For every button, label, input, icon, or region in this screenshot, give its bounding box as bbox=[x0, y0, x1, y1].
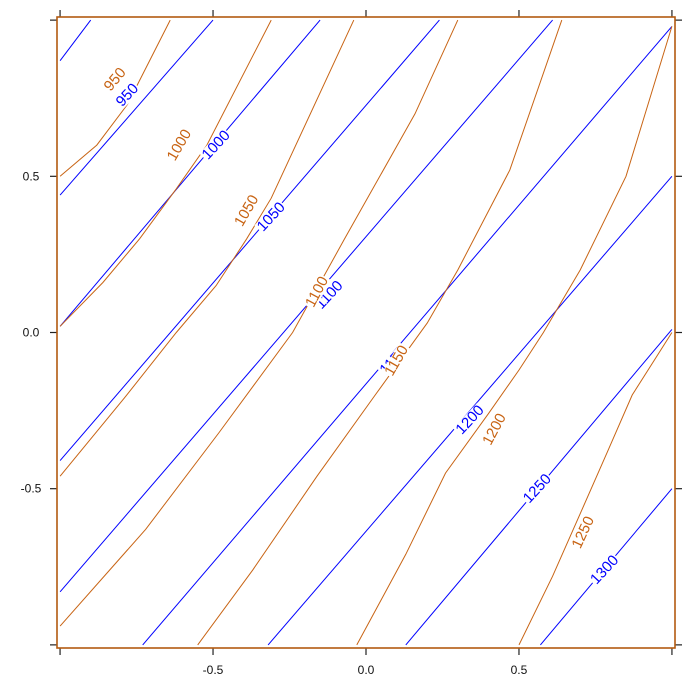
contour-label-halo bbox=[113, 80, 142, 110]
contour-label-halo bbox=[303, 273, 331, 311]
contour-line-1050 bbox=[59, 19, 440, 461]
contour-label-halo bbox=[164, 126, 194, 164]
contour-label-halo bbox=[101, 64, 129, 95]
y-tick-label: -0.5 bbox=[21, 482, 42, 496]
contour-line-950 bbox=[59, 19, 92, 62]
contour-line-1000 bbox=[59, 19, 272, 327]
contour-line-1250 bbox=[518, 332, 673, 646]
plot-frame bbox=[56, 16, 676, 649]
contour-label-1250: 1250 bbox=[568, 514, 598, 551]
contour-label-halo bbox=[453, 402, 487, 438]
contour-line-1000 bbox=[59, 19, 321, 327]
contour-label-halo bbox=[480, 410, 509, 449]
axes: -0.5 0.0 0.5 0.5 0.0 -0.5 bbox=[21, 10, 682, 677]
contour-label-halo bbox=[569, 513, 597, 552]
x-tick-label: 0.0 bbox=[358, 663, 375, 677]
contour-line-1050 bbox=[59, 19, 355, 477]
contour-line-1150 bbox=[142, 26, 673, 646]
contour-line-1100 bbox=[59, 19, 459, 627]
contour-line-1100 bbox=[59, 19, 553, 593]
contour-label-halo bbox=[232, 192, 262, 230]
contour-label-group: 1300 bbox=[587, 552, 622, 588]
contour-line-950 bbox=[59, 19, 214, 196]
x-tick-label: -0.5 bbox=[203, 663, 224, 677]
contour-label-halo bbox=[312, 278, 346, 312]
x-tick-label: 0.5 bbox=[511, 663, 528, 677]
contour-label-group: 1250 bbox=[520, 471, 555, 507]
contour-label-halo bbox=[254, 199, 288, 235]
contour-label-group: 1000 bbox=[164, 126, 195, 164]
contour-label-group: 1250 bbox=[568, 513, 598, 552]
contour-line-1200 bbox=[356, 26, 673, 646]
contour-lines bbox=[59, 19, 673, 646]
contour-label-halo bbox=[199, 127, 233, 163]
contour-labels: 9501000105011001150120012501300950100010… bbox=[101, 64, 623, 588]
contour-label-halo bbox=[587, 552, 622, 588]
y-tick-label: 0.0 bbox=[23, 326, 40, 340]
contour-line-950 bbox=[59, 19, 171, 177]
contour-label-halo bbox=[382, 342, 411, 379]
y-tick-label: 0.5 bbox=[23, 169, 40, 183]
contour-line-1150 bbox=[197, 19, 563, 646]
contour-label-halo bbox=[520, 471, 555, 507]
